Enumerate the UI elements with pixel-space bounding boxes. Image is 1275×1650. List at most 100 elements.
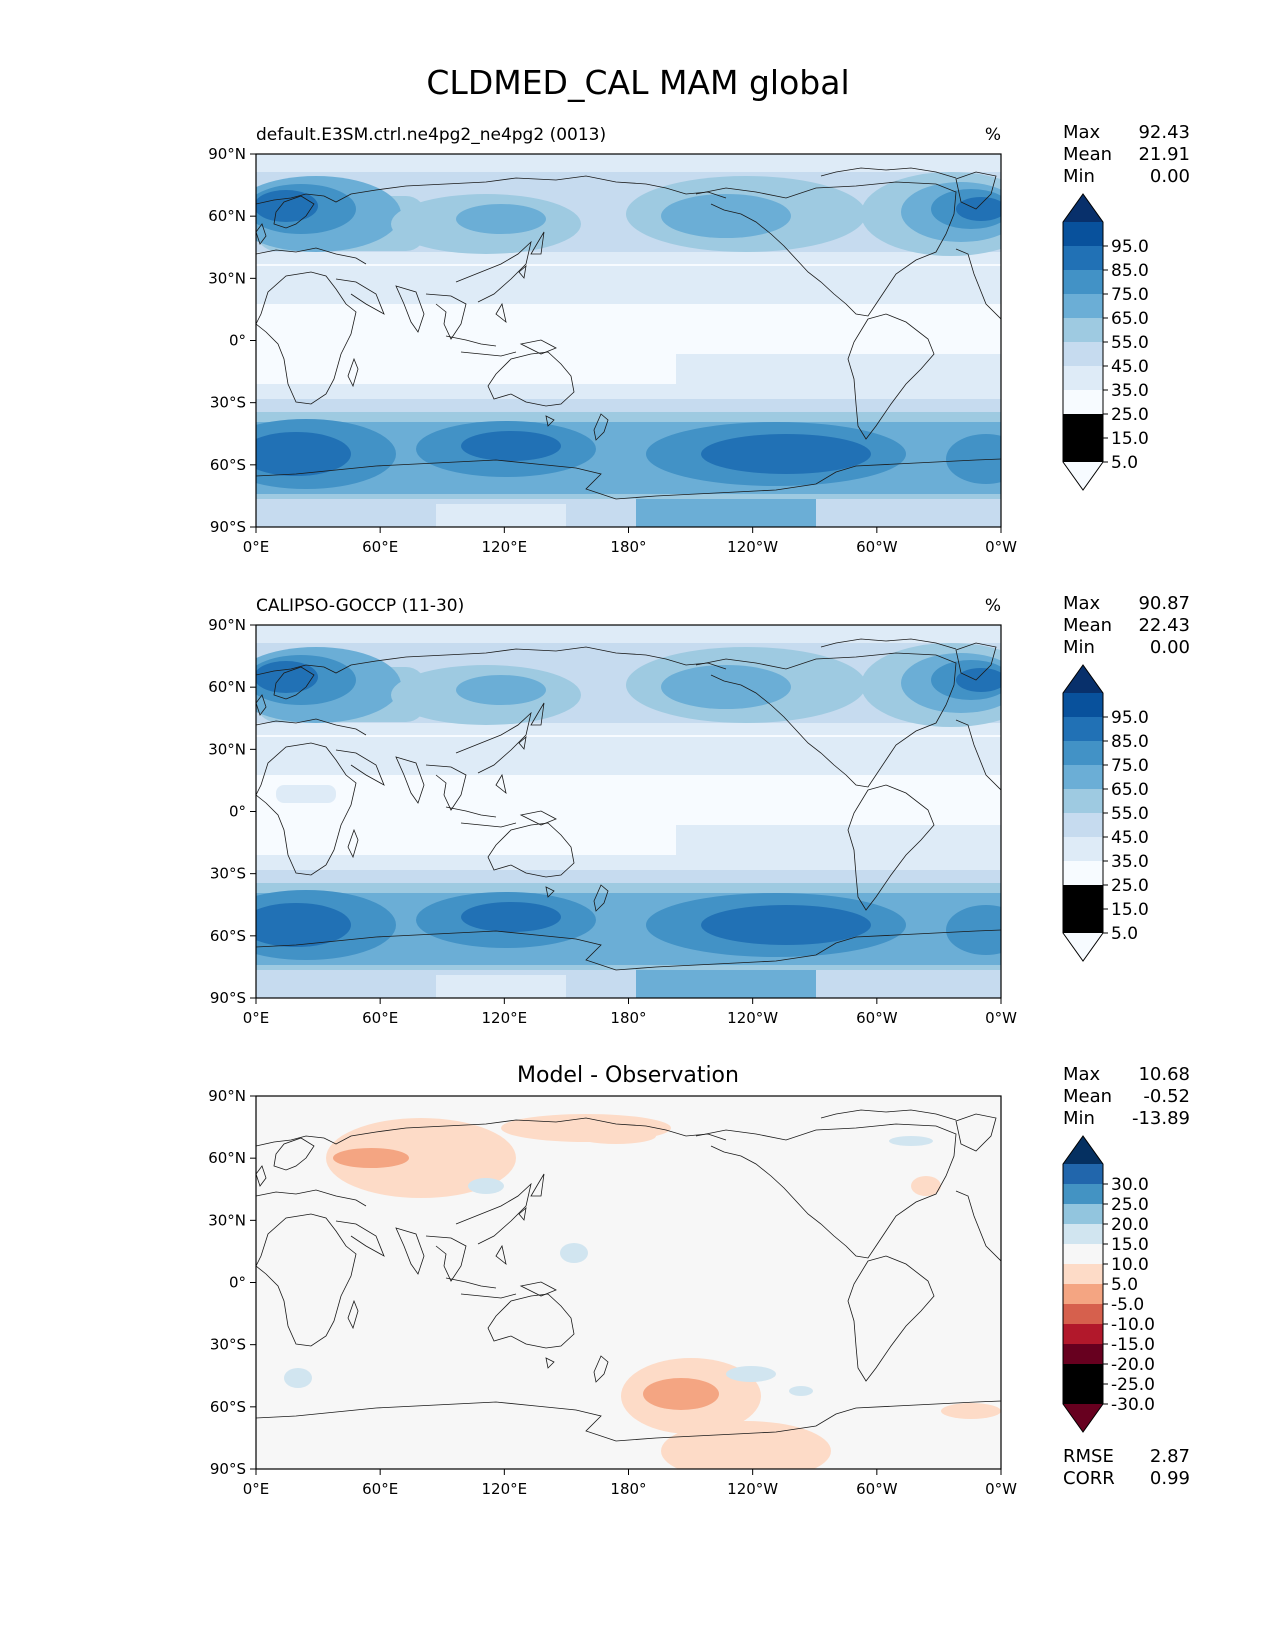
colorbar-label: 15.0 <box>1111 900 1149 920</box>
colorbar-segment <box>1063 1264 1103 1285</box>
colorbar-label: 75.0 <box>1111 756 1149 776</box>
lat-tick-label: 60°S <box>210 927 246 945</box>
colorbar-segment <box>1063 1224 1103 1245</box>
metric-label: CORR <box>1063 1468 1115 1489</box>
lat-tick-label: 60°N <box>208 678 246 696</box>
metrics-difference: RMSE 2.87 CORR 0.99 <box>1063 1446 1190 1489</box>
colorbar-segment <box>1063 1344 1103 1365</box>
lat-tick-label: 60°N <box>208 1149 246 1167</box>
colorbar-label: 95.0 <box>1111 237 1149 257</box>
colorbar-segment <box>1063 342 1103 367</box>
colorbar-label: 85.0 <box>1111 732 1149 752</box>
panel-center-title: Model - Observation <box>517 1063 739 1088</box>
lat-tick-label: 30°S <box>210 1336 246 1354</box>
colorbar-segment <box>1063 909 1103 934</box>
lon-tick-label: 180° <box>610 1009 646 1027</box>
latitude-axis: 90°N 60°N 30°N 0° 30°S 60°S 90°S <box>208 145 256 536</box>
stats-difference: Max 10.68 Mean -0.52 Min -13.89 <box>1063 1064 1190 1129</box>
lat-tick-label: 90°N <box>208 616 246 634</box>
colorbar-segment <box>1063 318 1103 343</box>
panel-observation: CALIPSO-GOCCP (11-30) % 90°N 60°N 30°N 0° 30… <box>208 596 1017 1027</box>
lat-tick-label: 30°N <box>208 740 246 758</box>
lon-tick-label: 0°E <box>243 538 270 556</box>
colorbar-segment <box>1063 717 1103 742</box>
longitude-axis: 0°E 60°E 120°E 180° 120°W 60°W 0°W <box>243 1469 1017 1498</box>
colorbar-extend-min <box>1063 933 1103 961</box>
colorbar-segment <box>1063 1304 1103 1325</box>
lat-tick-label: 90°S <box>210 518 246 536</box>
lon-tick-label: 120°E <box>482 538 528 556</box>
panel-left-title: default.E3SM.ctrl.ne4pg2_ne4pg2 (0013) <box>256 125 606 145</box>
lon-tick-label: 60°E <box>362 1480 398 1498</box>
stat-value: -0.52 <box>1143 1086 1190 1107</box>
colorbar-label: -15.0 <box>1111 1335 1155 1355</box>
lat-tick-label: 30°N <box>208 1211 246 1229</box>
colorbar-label: 95.0 <box>1111 708 1149 728</box>
colorbar-model: 95.0 85.0 75.0 65.0 55.0 45.0 35.0 25.0 15.0 5.0 <box>1062 193 1149 491</box>
stat-label: Max <box>1063 593 1101 614</box>
colorbar-label: 5.0 <box>1111 924 1138 944</box>
colorbar-label: -5.0 <box>1111 1295 1144 1315</box>
lon-tick-label: 60°E <box>362 538 398 556</box>
lat-tick-label: 90°S <box>210 1460 246 1478</box>
colorbar-extend-max <box>1063 1136 1103 1164</box>
colorbar-extend-min <box>1063 1404 1103 1432</box>
colorbar-label: 20.0 <box>1111 1215 1149 1235</box>
stat-value: 22.43 <box>1138 615 1190 636</box>
colorbar-extend-min <box>1063 462 1103 490</box>
lon-tick-label: 60°E <box>362 1009 398 1027</box>
colorbar-label: 5.0 <box>1111 453 1138 473</box>
colorbar-segment <box>1063 390 1103 415</box>
lon-tick-label: 60°W <box>856 1480 898 1498</box>
stat-value: 21.91 <box>1138 144 1190 165</box>
colorbar-observation: 95.0 85.0 75.0 65.0 55.0 45.0 35.0 25.0 15.0 5.0 <box>1062 664 1149 962</box>
colorbar-segment <box>1063 813 1103 838</box>
lat-tick-label: 30°S <box>210 865 246 883</box>
colorbar-segment <box>1063 1284 1103 1305</box>
stat-value: 92.43 <box>1138 122 1190 143</box>
colorbar-label: 45.0 <box>1111 828 1149 848</box>
colorbar-segment <box>1063 837 1103 862</box>
colorbar-label: 30.0 <box>1111 1175 1149 1195</box>
metric-value: 0.99 <box>1150 1468 1190 1489</box>
stats-model: Max 92.43 Mean 21.91 Min 0.00 <box>1063 122 1190 187</box>
colorbar-extend-max <box>1063 665 1103 693</box>
lon-tick-label: 0°W <box>985 538 1017 556</box>
stat-value: -13.89 <box>1132 1108 1190 1129</box>
lat-tick-label: 90°S <box>210 989 246 1007</box>
colorbar-segment <box>1063 1164 1103 1185</box>
stat-label: Min <box>1063 637 1095 658</box>
colorbar-segment <box>1063 861 1103 886</box>
colorbar-label: -25.0 <box>1111 1375 1155 1395</box>
stat-label: Mean <box>1063 615 1112 636</box>
units-label: % <box>985 596 1001 616</box>
stat-value: 0.00 <box>1150 166 1190 187</box>
stat-label: Min <box>1063 1108 1095 1129</box>
map-field <box>256 154 1001 527</box>
colorbar-segment <box>1063 270 1103 295</box>
colorbar-segment <box>1063 1384 1103 1405</box>
stat-value: 90.87 <box>1138 593 1190 614</box>
colorbar-label: 35.0 <box>1111 381 1149 401</box>
stat-label: Mean <box>1063 144 1112 165</box>
lon-tick-label: 0°E <box>243 1480 270 1498</box>
lon-tick-label: 0°W <box>985 1009 1017 1027</box>
stat-label: Max <box>1063 122 1101 143</box>
lat-tick-label: 60°S <box>210 456 246 474</box>
colorbar-label: 35.0 <box>1111 852 1149 872</box>
lon-tick-label: 60°W <box>856 1009 898 1027</box>
lat-tick-label: 30°S <box>210 394 246 412</box>
map-field <box>256 1096 1001 1469</box>
colorbar-segment <box>1063 885 1103 910</box>
panel-model: default.E3SM.ctrl.ne4pg2_ne4pg2 (0013) %… <box>208 125 1017 556</box>
colorbar-label: -20.0 <box>1111 1355 1155 1375</box>
colorbar-label: -30.0 <box>1111 1395 1155 1415</box>
colorbar-label: 65.0 <box>1111 780 1149 800</box>
colorbar-segment <box>1063 246 1103 271</box>
metric-value: 2.87 <box>1150 1446 1190 1467</box>
colorbar-label: 25.0 <box>1111 876 1149 896</box>
colorbar-label: 25.0 <box>1111 1195 1149 1215</box>
lat-tick-label: 60°N <box>208 207 246 225</box>
colorbar-segment <box>1063 1244 1103 1265</box>
lon-tick-label: 120°E <box>482 1480 528 1498</box>
